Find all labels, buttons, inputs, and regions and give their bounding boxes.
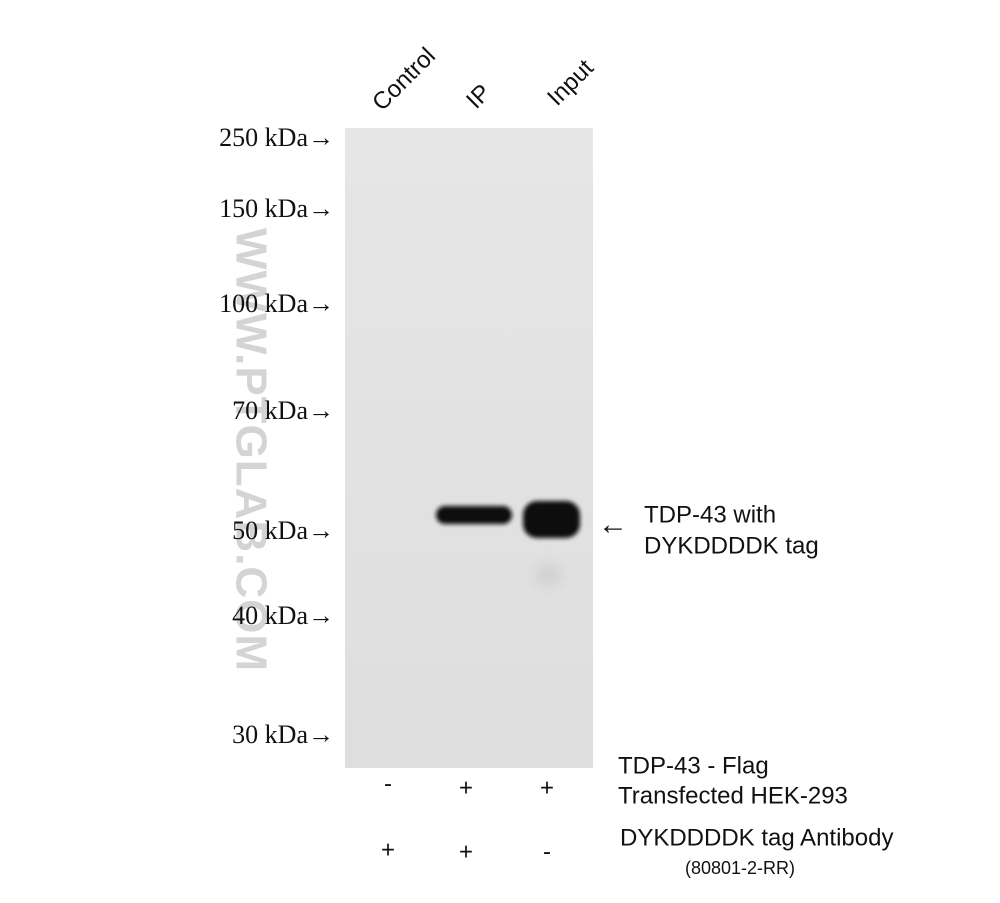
band-label: DYKDDDDK tag: [644, 532, 819, 559]
catalog-number: (80801-2-RR): [685, 858, 795, 878]
blot-membrane: [345, 128, 593, 768]
sign: +: [540, 774, 554, 801]
watermark: WWW.PTGLAB.COM: [226, 228, 275, 672]
row-label: Transfected HEK-293: [618, 782, 848, 809]
lane-label: Input: [542, 54, 599, 111]
marker-label: 150 kDa→: [219, 194, 334, 223]
marker-label: 250 kDa→: [219, 123, 334, 152]
band-input: [523, 501, 580, 538]
band-label: TDP-43 with: [644, 501, 776, 528]
row-label: DYKDDDDK tag Antibody: [620, 824, 893, 851]
marker-label: 70 kDa→: [232, 396, 334, 425]
sign: -: [384, 770, 392, 797]
sign: +: [459, 774, 473, 801]
marker-label: 100 kDa→: [219, 289, 334, 318]
marker-label: 30 kDa→: [232, 720, 334, 749]
lane-label: Control: [367, 42, 441, 116]
sign: +: [459, 838, 473, 865]
smear: [534, 563, 562, 587]
band-arrow: ←: [598, 508, 628, 541]
marker-label: 40 kDa→: [232, 601, 334, 630]
lane-label: IP: [461, 79, 496, 114]
sign: +: [381, 836, 395, 863]
row-label: TDP-43 - Flag: [618, 752, 769, 779]
marker-label: 50 kDa→: [232, 516, 334, 545]
sign: -: [543, 838, 551, 865]
band-ip: [436, 506, 512, 524]
